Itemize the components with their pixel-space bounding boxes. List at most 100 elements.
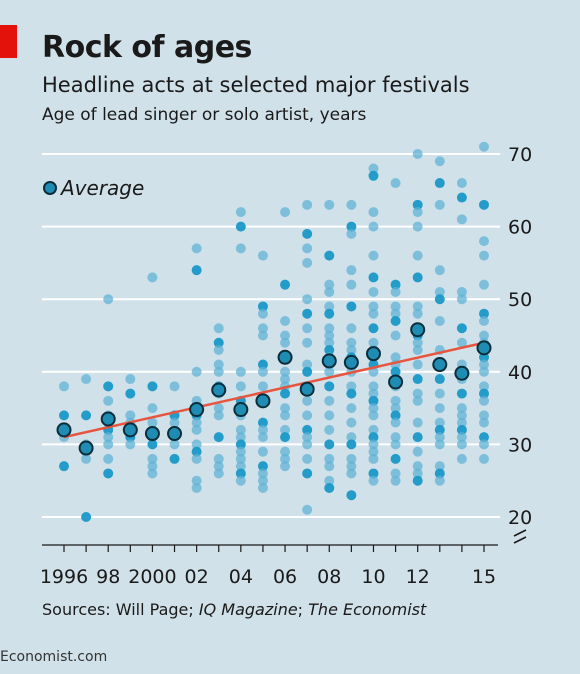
headliner-point [368, 424, 379, 435]
headliner-point [191, 453, 202, 464]
headliner-point [368, 221, 379, 232]
average-point [211, 382, 227, 398]
headliner-point [324, 337, 335, 348]
x-tick-label: 06 [273, 566, 297, 588]
headliner-point [213, 432, 224, 443]
headliner-point [324, 475, 335, 486]
headliner-point [368, 170, 379, 181]
headliner-point [324, 301, 335, 312]
headliner-point [103, 439, 114, 450]
headliner-point [456, 178, 467, 189]
headliner-point [434, 388, 445, 399]
headliner-point [235, 446, 246, 457]
headliner-point [456, 286, 467, 297]
headliner-point [302, 199, 313, 210]
average-point [233, 402, 249, 418]
headliner-point [191, 243, 202, 254]
headliner-point [302, 395, 313, 406]
headliner-point [368, 432, 379, 443]
headliner-point [434, 294, 445, 305]
headliner-point [235, 207, 246, 218]
average-point [299, 381, 315, 397]
headliner-point [257, 468, 268, 479]
headliner-point [125, 374, 136, 385]
average-point [78, 440, 94, 456]
headliner-point [346, 439, 357, 450]
headliner-point [434, 374, 445, 385]
headliner-point [147, 417, 158, 428]
x-tick-label: 2000 [128, 566, 176, 588]
headliner-point [147, 461, 158, 472]
headliner-point [235, 424, 246, 435]
average-point [432, 357, 448, 373]
headliner-point [346, 381, 357, 392]
headliner-point [368, 439, 379, 450]
y-tick-label: 50 [508, 289, 532, 311]
headliner-point [81, 374, 92, 385]
headliner-point [479, 388, 489, 399]
headliner-point [235, 366, 246, 377]
headliner-point [412, 468, 423, 479]
chart-subtitle: Headline acts at selected major festival… [42, 73, 470, 97]
y-tick-label: 60 [508, 217, 532, 239]
headliner-point [479, 141, 489, 152]
headliner-point [412, 149, 423, 159]
legend-average-marker [43, 181, 57, 195]
headliner-point [368, 286, 379, 297]
headliner-point [191, 439, 202, 450]
headliner-point [434, 199, 445, 210]
headliner-point [302, 439, 313, 450]
headliner-point [368, 381, 379, 392]
average-point [454, 365, 470, 381]
headliner-point [412, 461, 423, 472]
headliner-point [346, 403, 357, 414]
headliner-point [302, 366, 313, 377]
headliner-point [456, 294, 467, 305]
headliner-point [324, 453, 335, 464]
headliner-point [346, 337, 357, 348]
headliner-point [412, 417, 423, 428]
headliner-point [456, 439, 467, 450]
headliner-point [368, 337, 379, 348]
headliner-point [324, 199, 335, 210]
headliner-point [302, 323, 313, 334]
headliner-point [324, 345, 335, 356]
headliner-point [235, 453, 246, 464]
headliner-point [412, 337, 423, 348]
headliner-point [257, 323, 268, 334]
headliner-point [103, 432, 114, 443]
headliner-point [479, 308, 489, 319]
headliner-point [390, 439, 401, 450]
headliner-point [302, 432, 313, 443]
headliner-point [324, 461, 335, 472]
headliner-point [368, 453, 379, 464]
headliner-point [169, 453, 180, 464]
headliner-point [125, 410, 136, 421]
headliner-point [479, 359, 489, 370]
headliner-point [412, 199, 423, 210]
average-point [277, 349, 293, 365]
headliner-point [412, 345, 423, 356]
headliner-point [280, 279, 291, 290]
headliner-point [235, 461, 246, 472]
headliner-point [125, 439, 136, 450]
headliner-point [213, 461, 224, 472]
headliner-point [456, 432, 467, 443]
source-prefix: Sources: Will Page; [42, 600, 199, 619]
source-note: Sources: Will Page; IQ Magazine; The Eco… [42, 600, 426, 619]
headliner-point [213, 453, 224, 464]
headliner-point [368, 388, 379, 399]
headliner-point [324, 250, 335, 261]
y-tick-label: 30 [508, 434, 532, 456]
headliner-point [324, 330, 335, 341]
headliner-point [390, 352, 401, 363]
x-tick-label: 02 [185, 566, 209, 588]
headliner-point [257, 330, 268, 341]
headliner-point [456, 214, 467, 225]
headliner-point [280, 410, 291, 421]
headliner-point [368, 163, 379, 174]
headliner-point [390, 403, 401, 414]
headliner-point [390, 475, 401, 486]
headliner-point [169, 417, 180, 428]
headliner-point [191, 265, 202, 276]
